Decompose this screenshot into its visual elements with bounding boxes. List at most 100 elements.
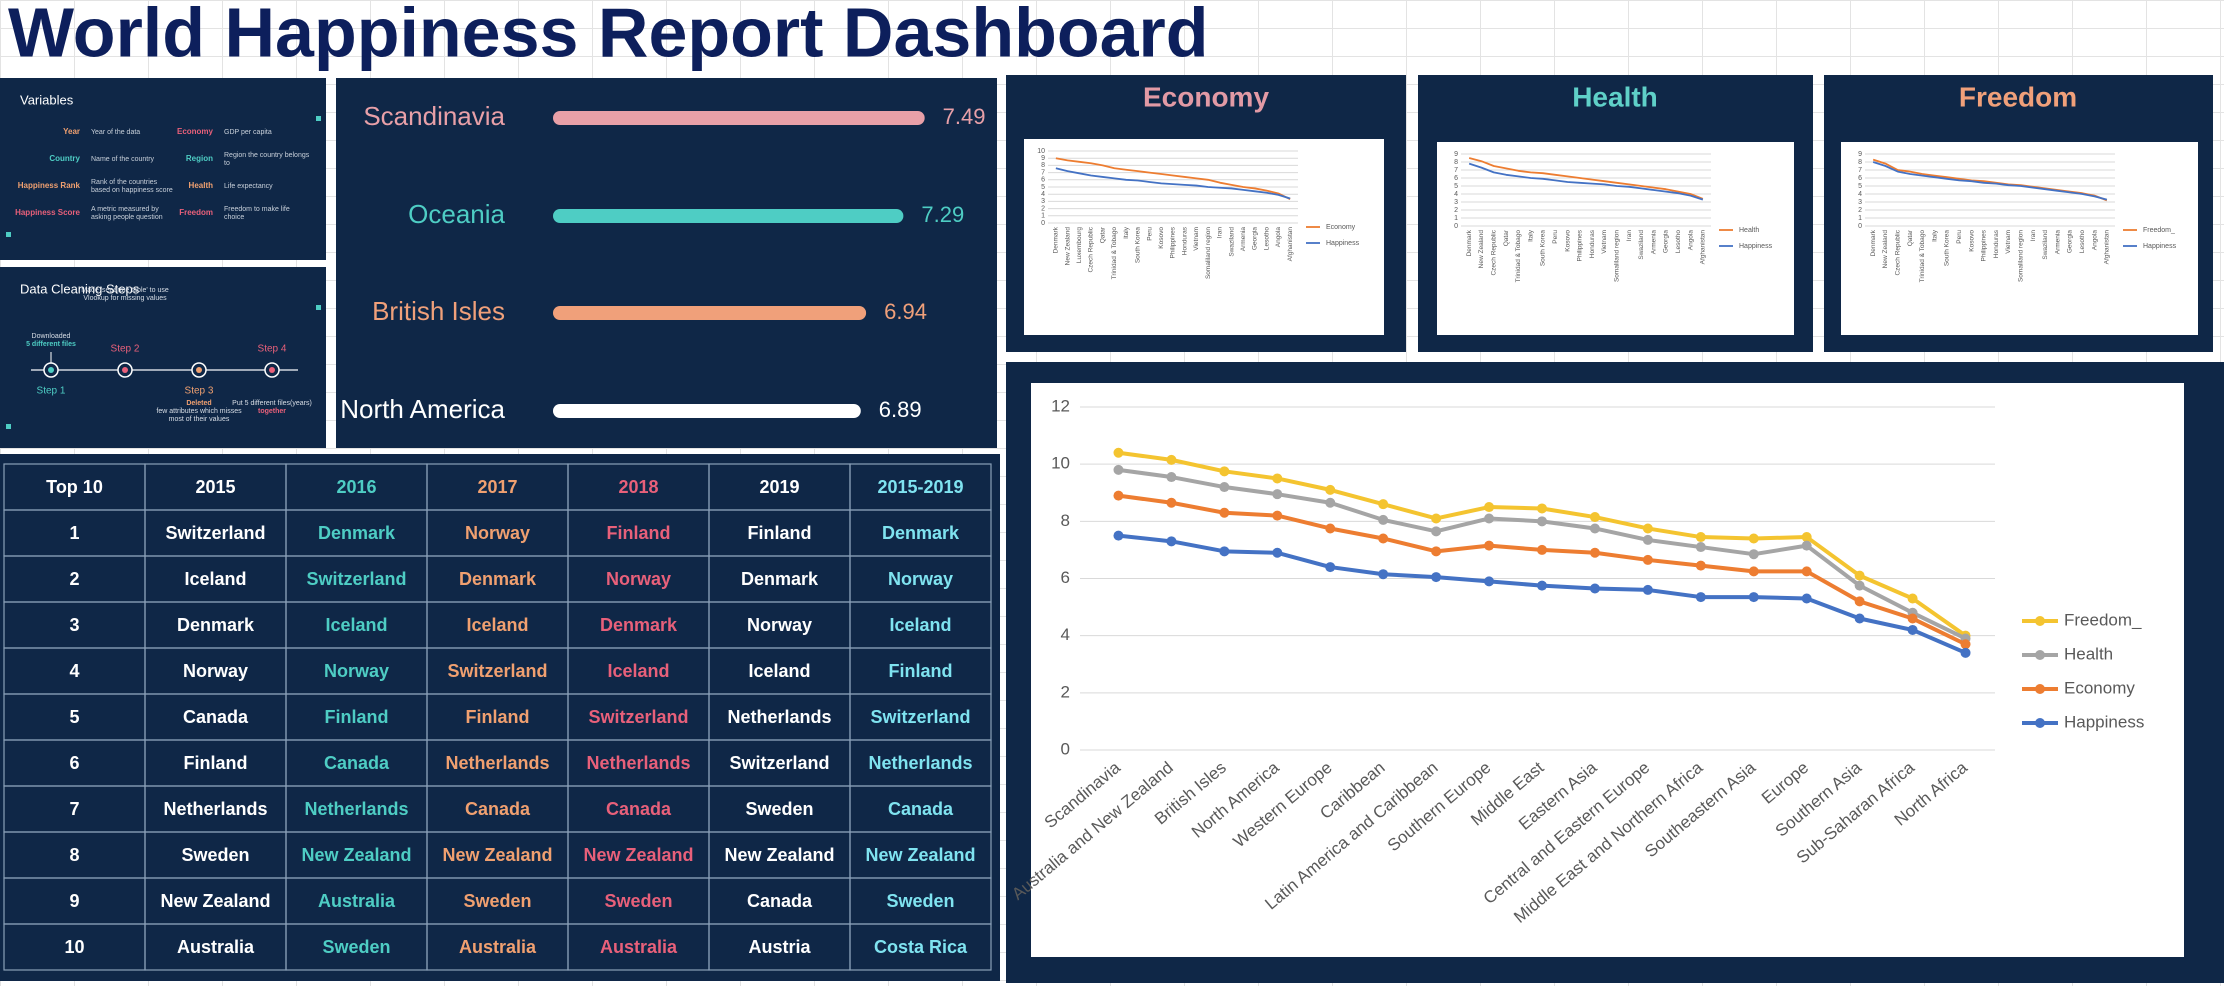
x-tick-label: Honduras [1181,226,1188,255]
legend-label: Freedom_ [2064,610,2142,629]
point [1378,533,1389,544]
table-value: Iceland [607,661,669,681]
chart-area [1024,139,1384,335]
x-tick-label: New Zealand [1882,230,1889,269]
table-value: Sweden [604,891,672,911]
table-value: 10 [64,937,84,957]
y-tick-label: 6 [1858,175,1862,182]
step-dot [196,367,202,373]
point [1272,489,1283,500]
table-value: Sweden [463,891,531,911]
point [1589,583,1600,594]
table-value: Iceland [748,661,810,681]
table-value: Denmark [459,569,537,589]
table-value: Netherlands [445,753,549,773]
table-value: New Zealand [865,845,975,865]
x-tick-label: Philippines [1981,229,1988,261]
series-line [1468,162,1704,201]
bar-value: 7.29 [921,202,964,227]
bar-value: 6.94 [884,299,927,324]
table-value: Norway [324,661,389,681]
table-value: 5 [69,707,79,727]
table-value: Netherlands [586,753,690,773]
table-header: 2015 [195,477,235,497]
y-tick-label: 9 [1041,155,1045,162]
y-tick-label: 3 [1858,199,1862,206]
table-cell [849,923,992,971]
point [1378,499,1389,510]
point [1854,570,1865,581]
step-dot [122,367,128,373]
point [1907,613,1918,624]
point [1642,554,1653,565]
x-tick-label: Kosovo [1158,227,1165,249]
y-tick-label: 8 [1454,159,1458,166]
chart-title: Economy [1143,81,1269,112]
table-header: 2018 [618,477,658,497]
point [1272,473,1283,484]
legend-label: Happiness [2143,243,2177,250]
point [1589,512,1600,523]
table-value: Denmark [318,523,396,543]
y-tick-label: 1 [1041,213,1045,220]
table-value: Switzerland [729,753,829,773]
x-tick-label: Swaziland [1638,230,1645,260]
x-tick-label: Qatar [1503,229,1510,246]
table-value: New Zealand [583,845,693,865]
table-value: Netherlands [727,707,831,727]
point [1219,466,1230,477]
chart-area [1031,383,2184,957]
step-label: Step 4 [258,344,287,355]
table-value: 4 [69,661,79,681]
x-tick-label: Georgia [1663,230,1670,254]
y-tick-label: 4 [1454,191,1458,198]
table-value: Finland [466,707,530,727]
legend-marker [2035,718,2045,728]
variable-desc: Name of the country [91,156,155,163]
y-tick-label: 5 [1454,183,1458,190]
legend-label: Happiness [2064,712,2144,731]
step-text: Downloaded [32,333,71,340]
point [1166,472,1177,483]
variable-desc: Year of the data [91,129,140,136]
point [1642,523,1653,534]
x-tick-label: Luxembourg [1076,227,1083,264]
table-value: Australia [177,937,255,957]
point [1325,562,1336,573]
x-tick-label: Trinidad & Tobago [1111,227,1118,280]
table-value: Canada [606,799,672,819]
chart-title: Health [1572,81,1658,112]
table-value: 8 [69,845,79,865]
x-tick-label: Armenia [1650,230,1657,255]
x-tick-label: Angola [1275,227,1282,248]
x-tick-label: Qatar [1907,229,1914,246]
point [1589,523,1600,534]
table-value: Denmark [600,615,678,635]
point [1642,584,1653,595]
y-tick-label: 6 [1454,175,1458,182]
table-value: Switzerland [588,707,688,727]
legend-label: Economy [1326,224,1356,231]
y-tick-label: 10 [1037,148,1045,155]
step-dot [269,367,275,373]
table-value: 1 [69,523,79,543]
table-value: Australia [318,891,396,911]
legend-marker [2035,684,2045,694]
series-line [1055,157,1291,201]
point [1166,536,1177,547]
legend-marker [2035,616,2045,626]
point [1431,513,1442,524]
table-value: Finland [607,523,671,543]
chart-title: Freedom [1959,81,2077,112]
x-tick-label: Georgia [2067,230,2074,254]
chart-area [1841,142,2198,335]
table-value: Finland [184,753,248,773]
table-value: 3 [69,615,79,635]
x-tick-label: Qatar [1099,226,1106,243]
table-value: Canada [465,799,531,819]
table-value: New Zealand [724,845,834,865]
point [1537,544,1547,555]
x-tick-label: Peru [1956,230,1963,244]
legend-label: Economy [2064,678,2135,697]
y-tick-label: 4 [1061,625,1070,644]
